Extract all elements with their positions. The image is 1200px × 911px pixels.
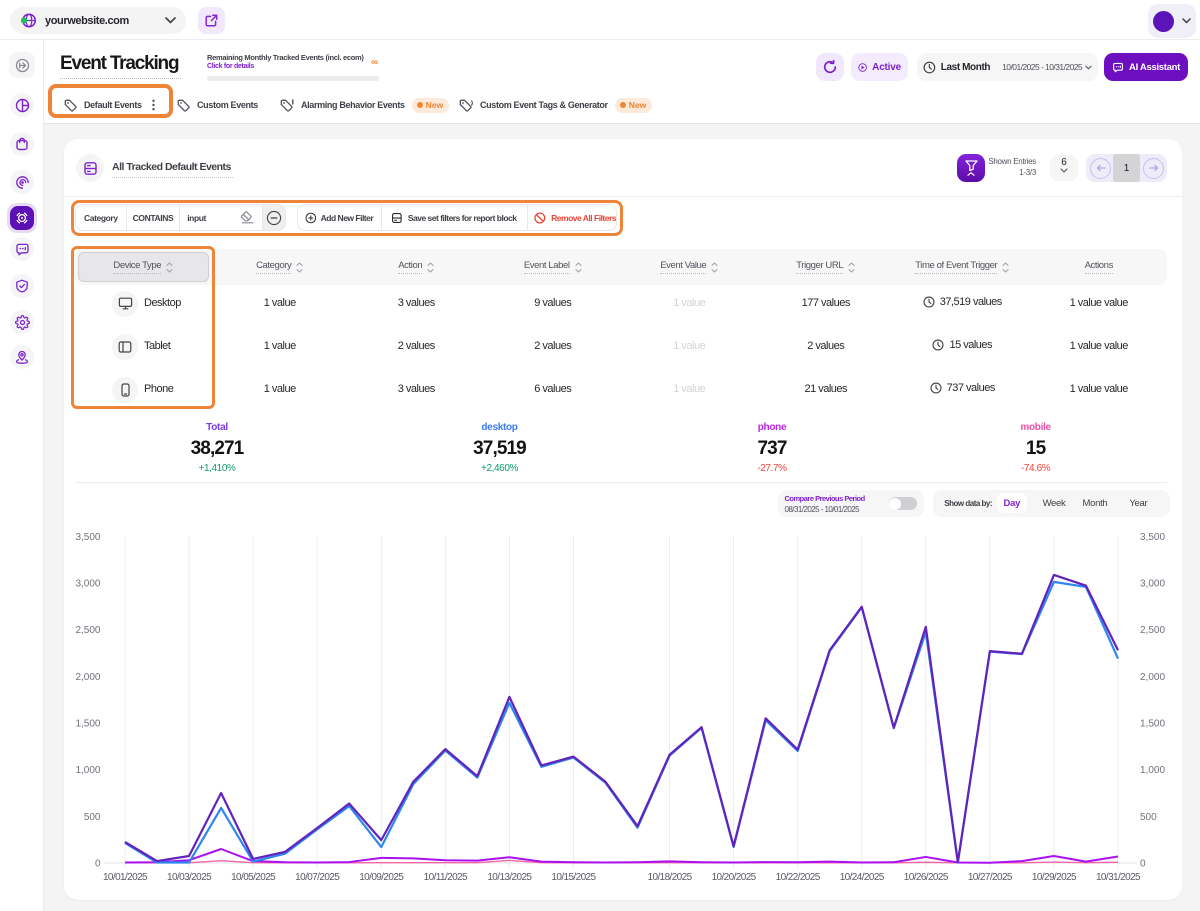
- svg-text:1,000: 1,000: [75, 765, 100, 776]
- svg-text:0: 0: [1140, 859, 1146, 870]
- svg-text:3,500: 3,500: [75, 532, 100, 543]
- svg-text:1,000: 1,000: [1140, 765, 1165, 776]
- svg-text:500: 500: [84, 812, 101, 823]
- svg-text:2,500: 2,500: [1140, 625, 1165, 636]
- svg-text:10/27/2025: 10/27/2025: [968, 872, 1013, 883]
- svg-text:10/31/2025: 10/31/2025: [1096, 872, 1141, 883]
- svg-text:10/13/2025: 10/13/2025: [487, 872, 532, 883]
- svg-text:10/26/2025: 10/26/2025: [904, 872, 949, 883]
- svg-text:3,000: 3,000: [75, 579, 100, 590]
- svg-text:10/29/2025: 10/29/2025: [1032, 872, 1077, 883]
- svg-text:500: 500: [1140, 812, 1157, 823]
- svg-text:10/15/2025: 10/15/2025: [551, 872, 596, 883]
- svg-text:10/22/2025: 10/22/2025: [776, 872, 821, 883]
- svg-text:10/03/2025: 10/03/2025: [167, 872, 212, 883]
- svg-text:10/09/2025: 10/09/2025: [359, 872, 404, 883]
- svg-text:2,500: 2,500: [75, 625, 100, 636]
- svg-text:1,500: 1,500: [1140, 719, 1165, 730]
- svg-text:10/24/2025: 10/24/2025: [840, 872, 885, 883]
- svg-text:10/07/2025: 10/07/2025: [295, 872, 340, 883]
- svg-text:0: 0: [95, 859, 101, 870]
- svg-text:10/18/2025: 10/18/2025: [648, 872, 693, 883]
- svg-text:10/05/2025: 10/05/2025: [231, 872, 276, 883]
- svg-text:2,000: 2,000: [1140, 672, 1165, 683]
- svg-text:3,000: 3,000: [1140, 579, 1165, 590]
- svg-text:10/11/2025: 10/11/2025: [424, 872, 468, 883]
- svg-text:1,500: 1,500: [75, 719, 100, 730]
- svg-text:10/20/2025: 10/20/2025: [712, 872, 757, 883]
- svg-text:10/01/2025: 10/01/2025: [103, 872, 148, 883]
- svg-text:3,500: 3,500: [1140, 532, 1165, 543]
- svg-text:2,000: 2,000: [75, 672, 100, 683]
